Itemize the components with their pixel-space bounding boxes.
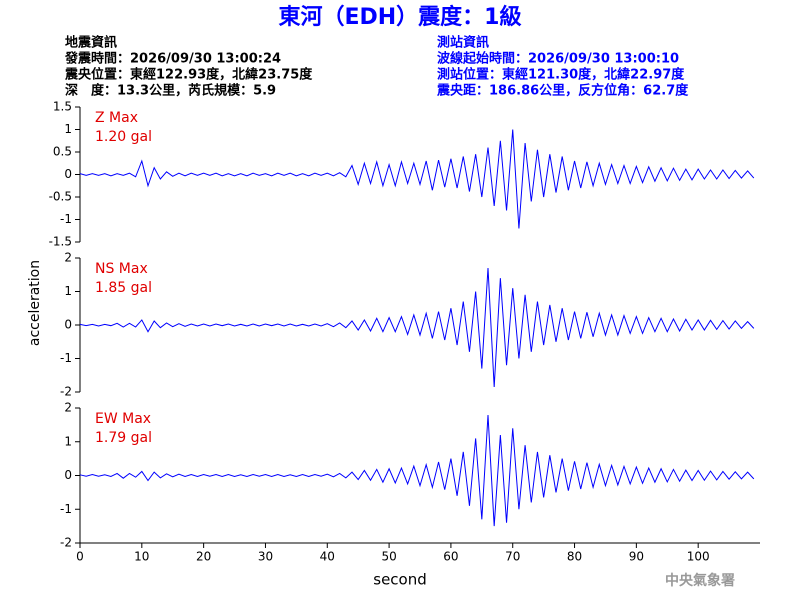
trace bbox=[79, 129, 755, 229]
info-right: 測站位置：東經121.30度，北緯22.97度 bbox=[437, 67, 685, 83]
info-left: 發震時間：2026/09/30 13:00:24 bbox=[64, 51, 281, 67]
max-annotation: Z Max bbox=[95, 110, 138, 126]
max-annotation: 1.20 gal bbox=[95, 129, 152, 145]
x-tick-label: 90 bbox=[629, 550, 644, 564]
y-tick-label: -2 bbox=[60, 536, 72, 550]
footer: 中央氣象署 bbox=[665, 572, 735, 589]
y-tick-label: 1.5 bbox=[53, 100, 72, 114]
y-tick-label: 1 bbox=[64, 284, 72, 298]
y-tick-label: 0 bbox=[64, 468, 72, 482]
y-tick-label: 0 bbox=[64, 167, 72, 181]
y-tick-label: -2 bbox=[60, 385, 72, 399]
x-tick-label: 20 bbox=[196, 550, 211, 564]
y-tick-label: -1 bbox=[60, 351, 72, 365]
x-tick-label: 60 bbox=[443, 550, 458, 564]
info-right: 震央距：186.86公里，反方位角：62.7度 bbox=[436, 83, 689, 99]
x-tick-label: 0 bbox=[76, 550, 84, 564]
y-tick-label: 0.5 bbox=[53, 145, 72, 159]
y-tick-label: -1 bbox=[60, 502, 72, 516]
x-tick-label: 100 bbox=[687, 550, 710, 564]
info-left: 地震資訊 bbox=[65, 35, 117, 51]
y-tick-label: -0.5 bbox=[49, 190, 72, 204]
x-tick-label: 80 bbox=[567, 550, 582, 564]
trace bbox=[79, 268, 755, 388]
y-tick-label: 2 bbox=[64, 251, 72, 265]
y-tick-label: -1 bbox=[60, 212, 72, 226]
y-tick-label: 1 bbox=[64, 434, 72, 448]
max-annotation: EW Max bbox=[95, 411, 151, 427]
x-axis-label: second bbox=[373, 571, 427, 589]
x-tick-label: 30 bbox=[258, 550, 273, 564]
trace bbox=[79, 415, 755, 527]
info-right: 測站資訊 bbox=[437, 35, 489, 51]
title: 東河（EDH）震度：1級 bbox=[278, 4, 521, 30]
y-axis-label: acceleration bbox=[27, 260, 43, 346]
max-annotation: 1.85 gal bbox=[95, 280, 152, 296]
x-tick-label: 50 bbox=[381, 550, 396, 564]
x-tick-label: 10 bbox=[134, 550, 149, 564]
max-annotation: 1.79 gal bbox=[95, 430, 152, 446]
y-tick-label: 0 bbox=[64, 318, 72, 332]
y-tick-label: -1.5 bbox=[49, 235, 72, 249]
info-left: 深 度：13.3公里，芮氏規模：5.9 bbox=[65, 83, 276, 99]
info-left: 震央位置：東經122.93度，北緯23.75度 bbox=[64, 67, 313, 83]
x-tick-label: 40 bbox=[320, 550, 335, 564]
max-annotation: NS Max bbox=[95, 261, 148, 277]
x-tick-label: 70 bbox=[505, 550, 520, 564]
info-right: 波線起始時間：2026/09/30 13:00:10 bbox=[437, 51, 679, 67]
y-tick-label: 2 bbox=[64, 401, 72, 415]
y-tick-label: 1 bbox=[64, 122, 72, 136]
